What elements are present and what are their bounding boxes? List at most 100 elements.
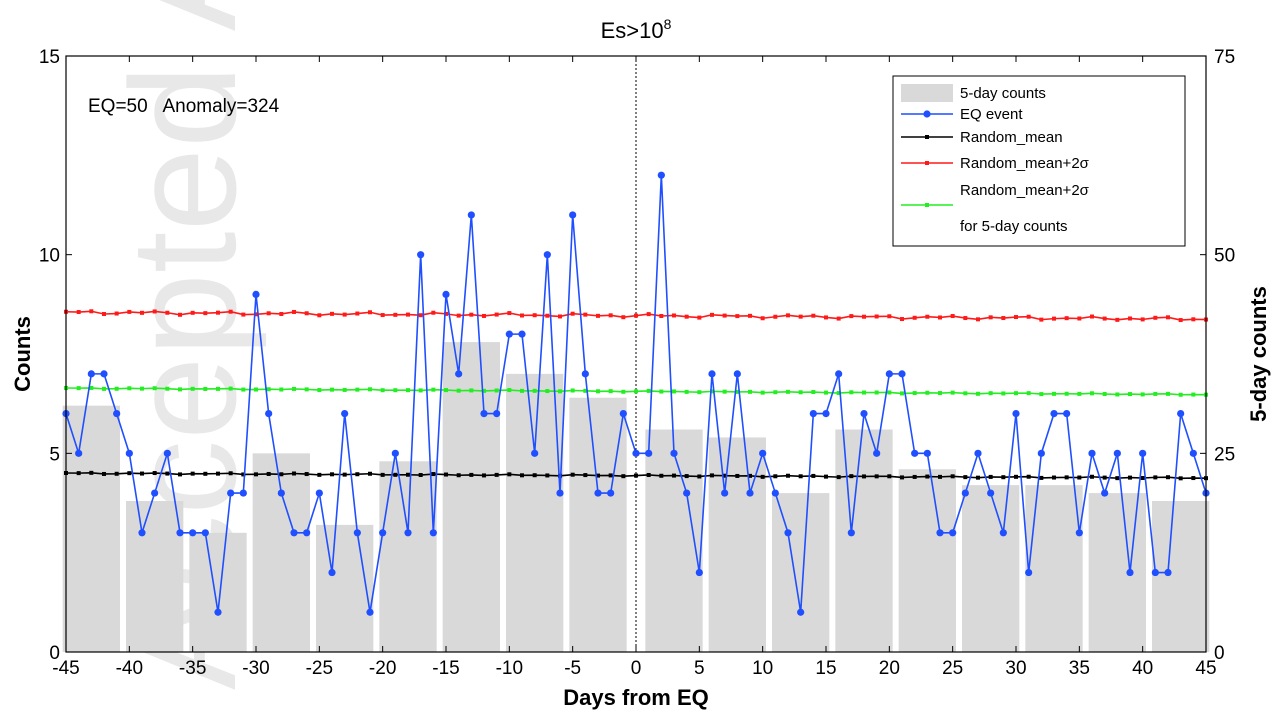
random-mean-2sigma-marker — [1052, 316, 1056, 321]
y-axis-right-ticks: 0 25 50 75 — [1200, 47, 1235, 664]
x-tick-label: 10 — [752, 658, 773, 679]
random-mean-2sigma-5day-marker — [950, 390, 955, 395]
random-mean-marker — [1178, 476, 1183, 481]
random-mean-2sigma-marker — [254, 312, 258, 317]
random-mean-2sigma-marker — [1001, 316, 1006, 321]
random-mean-2sigma-marker — [241, 312, 246, 317]
random-mean-2sigma-marker — [152, 309, 157, 314]
random-mean-2sigma-marker — [216, 310, 220, 315]
random-mean-2sigma-marker — [710, 312, 714, 317]
random-mean-2sigma-5day-marker — [507, 388, 512, 393]
random-mean-marker — [1191, 476, 1196, 481]
eq-event-point — [353, 529, 361, 537]
five-day-bar — [569, 397, 627, 652]
random-mean-marker — [722, 473, 727, 478]
random-mean-2sigma-5day-marker — [342, 387, 347, 392]
random-mean-marker — [545, 473, 550, 478]
random-mean-2sigma-marker — [380, 313, 385, 318]
random-mean-marker — [102, 471, 106, 476]
eq-event-point — [1139, 449, 1147, 457]
eq-event-point — [847, 529, 855, 537]
random-mean-2sigma-marker — [722, 313, 727, 318]
five-day-bar — [252, 453, 310, 652]
random-mean-2sigma-5day-marker — [1064, 391, 1069, 396]
random-mean-2sigma-marker — [900, 317, 904, 322]
legend-label: EQ event — [960, 106, 1023, 123]
random-mean-2sigma-5day-marker — [1191, 392, 1196, 397]
random-mean-2sigma-5day-marker — [254, 387, 258, 392]
random-mean-marker — [786, 473, 790, 478]
eq-event-point — [1063, 410, 1071, 418]
random-mean-2sigma-marker — [165, 310, 170, 315]
random-mean-marker — [228, 471, 233, 476]
random-mean-marker — [1115, 476, 1120, 481]
random-mean-2sigma-marker — [190, 310, 195, 315]
y-right-tick-label: 75 — [1214, 47, 1235, 68]
eq-event-point — [733, 370, 741, 378]
five-day-bar — [442, 342, 500, 652]
random-mean-2sigma-5day-marker — [900, 391, 904, 396]
five-day-bar — [772, 493, 830, 652]
random-mean-marker — [469, 472, 474, 477]
random-mean-2sigma-5day-marker — [203, 386, 208, 391]
legend-label: 5-day counts — [960, 85, 1046, 102]
eq-event-point — [1113, 449, 1121, 457]
x-axis-label: Days from EQ — [563, 685, 709, 710]
random-mean-marker — [304, 472, 309, 477]
random-mean-marker — [279, 472, 284, 477]
random-mean-2sigma-5day-marker — [1077, 391, 1082, 396]
random-mean-2sigma-5day-marker — [1052, 391, 1056, 396]
random-mean-2sigma-marker — [279, 311, 284, 316]
eq-event-point — [797, 608, 805, 616]
legend-label: Random_mean+2σ — [960, 155, 1090, 172]
random-mean-2sigma-5day-marker — [824, 390, 828, 395]
random-mean-2sigma-marker — [697, 315, 702, 320]
random-mean-marker — [76, 471, 81, 476]
random-mean-marker — [330, 472, 334, 477]
x-tick-label: 0 — [631, 658, 642, 679]
random-mean-2sigma-marker — [140, 310, 144, 315]
random-mean-marker — [925, 474, 930, 479]
random-mean-marker — [152, 471, 157, 476]
random-mean-2sigma-5day-marker — [266, 387, 271, 392]
random-mean-marker — [368, 471, 372, 476]
random-mean-2sigma-marker — [963, 316, 968, 321]
random-mean-marker — [849, 474, 854, 479]
random-mean-2sigma-5day-marker — [1102, 392, 1107, 397]
legend-label: Random_mean+2σ — [960, 182, 1090, 199]
random-mean-marker — [165, 471, 170, 476]
eq-event-point — [227, 489, 235, 497]
random-mean-marker — [241, 472, 246, 477]
eq-event-point — [315, 489, 323, 497]
random-mean-marker — [89, 470, 94, 475]
random-mean-2sigma-5day-marker — [456, 388, 461, 393]
x-tick-label: 15 — [815, 658, 836, 679]
random-mean-2sigma-marker — [494, 312, 499, 317]
legend-box — [892, 75, 1186, 247]
random-mean-2sigma-marker — [545, 313, 550, 318]
random-mean-2sigma-marker — [938, 315, 942, 320]
random-mean-marker — [140, 471, 144, 476]
random-mean-2sigma-marker — [760, 316, 765, 321]
random-mean-2sigma-5day-marker — [570, 388, 575, 393]
random-mean-2sigma-5day-marker — [1140, 392, 1145, 397]
random-mean-2sigma-marker — [1077, 316, 1082, 321]
random-mean-marker — [1026, 474, 1031, 479]
random-mean-2sigma-marker — [114, 311, 119, 316]
random-mean-marker — [988, 474, 993, 479]
eq-event-point — [721, 489, 729, 497]
random-mean-2sigma-marker — [583, 312, 588, 317]
eq-event-point — [835, 370, 843, 378]
random-mean-marker — [114, 471, 119, 476]
random-mean-2sigma-marker — [659, 313, 664, 318]
random-mean-2sigma-marker — [1191, 317, 1196, 322]
x-tick-label: -15 — [432, 658, 459, 679]
random-mean-marker — [444, 472, 448, 477]
legend-swatch-marker — [925, 161, 929, 165]
chart-title: Es>108 — [601, 16, 672, 43]
random-mean-2sigma-5day-marker — [1115, 392, 1120, 397]
random-mean-marker — [482, 473, 486, 478]
random-mean-2sigma-5day-marker — [1001, 391, 1006, 396]
random-mean-2sigma-marker — [1128, 316, 1132, 321]
random-mean-marker — [1014, 474, 1018, 479]
